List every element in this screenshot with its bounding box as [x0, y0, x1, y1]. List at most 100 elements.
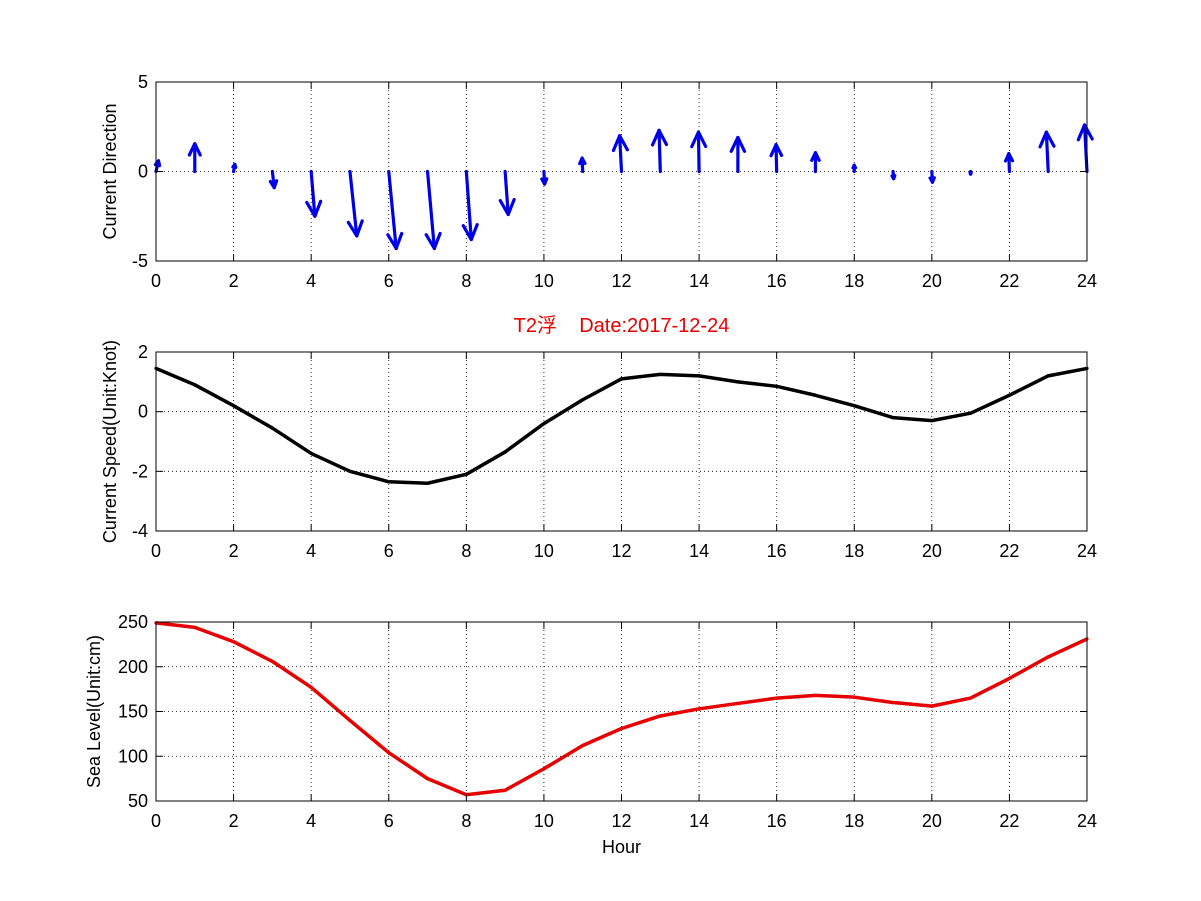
- current-arrow: [810, 151, 821, 174]
- x-tick-label: 18: [844, 271, 864, 291]
- x-tick-label: 20: [922, 271, 942, 291]
- x-tick-label: 0: [151, 541, 161, 561]
- current-arrow: [690, 130, 708, 174]
- data-point: [1046, 374, 1050, 378]
- current-arrow: [461, 169, 479, 242]
- arrow-shaft: [657, 128, 662, 174]
- x-tick-label: 8: [461, 541, 471, 561]
- arrow-shaft: [387, 169, 398, 251]
- x-tick-label: 14: [689, 541, 709, 561]
- x-tick-label: 2: [229, 541, 239, 561]
- data-point: [891, 700, 895, 705]
- x-tick-label: 16: [767, 271, 787, 291]
- y-tick-label: 5: [138, 72, 148, 92]
- data-point: [852, 695, 856, 699]
- data-point: [270, 426, 274, 430]
- arrow-head: [540, 177, 549, 186]
- current-arrow: [1038, 130, 1056, 174]
- arrow-head: [1076, 123, 1094, 142]
- arrow-head: [1003, 152, 1015, 163]
- data-point: [775, 384, 779, 388]
- data-point: [775, 696, 779, 700]
- data-point: [464, 472, 468, 476]
- x-tick-label: 20: [922, 541, 942, 561]
- current-arrow: [268, 169, 279, 190]
- data-point: [193, 383, 197, 387]
- chart-title: T2浮 Date:2017-12-24: [514, 314, 730, 337]
- data-point: [697, 707, 701, 711]
- x-tick-label: 22: [999, 271, 1019, 291]
- data-point: [813, 393, 818, 397]
- arrow-head: [928, 176, 936, 184]
- current-direction-ylabel: Current Direction: [100, 103, 120, 239]
- data-point: [619, 377, 624, 381]
- x-tick-label: 6: [384, 541, 394, 561]
- current-arrow: [424, 169, 442, 251]
- current-speed-ylabel: Current Speed(Unit:Knot): [100, 340, 120, 543]
- x-tick-label: 12: [611, 811, 631, 831]
- data-point: [231, 404, 236, 408]
- current-arrow: [968, 169, 973, 176]
- sea-level-xlabel: Hour: [602, 837, 641, 857]
- current-speed-ticks: 0 2 4 6 8 10 12 14 16 18 20 22 24-4-202: [132, 342, 1097, 561]
- current-arrow: [187, 142, 202, 174]
- sea-level-series: [154, 621, 1089, 797]
- x-tick-label: 0: [151, 811, 161, 831]
- current-arrow: [928, 169, 936, 184]
- arrow-shaft: [464, 169, 473, 242]
- current-arrow: [1076, 123, 1094, 174]
- data-point: [581, 743, 585, 748]
- data-point: [1007, 393, 1012, 397]
- data-point: [658, 714, 662, 718]
- data-point: [581, 398, 585, 402]
- current-arrow: [386, 169, 404, 251]
- data-point: [969, 411, 973, 415]
- data-point: [387, 480, 391, 484]
- arrow-head: [810, 151, 821, 162]
- x-tick-label: 0: [151, 271, 161, 291]
- x-tick-label: 24: [1077, 811, 1097, 831]
- arrow-head: [305, 199, 323, 218]
- data-point: [309, 685, 313, 689]
- arrow-head: [461, 223, 479, 242]
- data-point: [619, 726, 624, 731]
- current-arrow: [346, 169, 364, 238]
- y-tick-label: 200: [118, 657, 148, 677]
- arrow-head: [268, 179, 279, 190]
- y-tick-label: 150: [118, 702, 148, 722]
- current-arrow: [305, 169, 323, 218]
- data-point: [697, 374, 701, 378]
- x-tick-label: 18: [844, 811, 864, 831]
- x-tick-label: 4: [306, 271, 316, 291]
- current-speed-series: [154, 366, 1089, 486]
- current-arrow: [890, 169, 897, 181]
- data-point: [387, 751, 391, 755]
- data-point: [852, 404, 856, 408]
- arrow-shaft: [348, 169, 359, 238]
- arrow-head: [231, 162, 238, 170]
- data-point: [1046, 655, 1050, 659]
- current-arrow: [540, 169, 549, 186]
- x-tick-label: 8: [461, 811, 471, 831]
- data-point: [503, 788, 507, 792]
- x-tick-label: 12: [611, 541, 631, 561]
- x-tick-label: 22: [999, 541, 1019, 561]
- data-point: [930, 704, 934, 708]
- x-tick-label: 10: [534, 811, 554, 831]
- current-arrow: [578, 156, 587, 174]
- current-arrow: [769, 143, 784, 174]
- x-tick-label: 18: [844, 541, 864, 561]
- arrow-shaft: [696, 130, 701, 174]
- x-tick-label: 20: [922, 811, 942, 831]
- current-arrow: [650, 128, 669, 174]
- y-tick-label: 250: [118, 612, 148, 632]
- data-point: [193, 625, 197, 629]
- x-tick-label: 8: [461, 271, 471, 291]
- y-tick-label: 50: [128, 791, 148, 811]
- current-arrow: [611, 134, 629, 174]
- data-point: [542, 422, 546, 426]
- x-tick-label: 16: [767, 811, 787, 831]
